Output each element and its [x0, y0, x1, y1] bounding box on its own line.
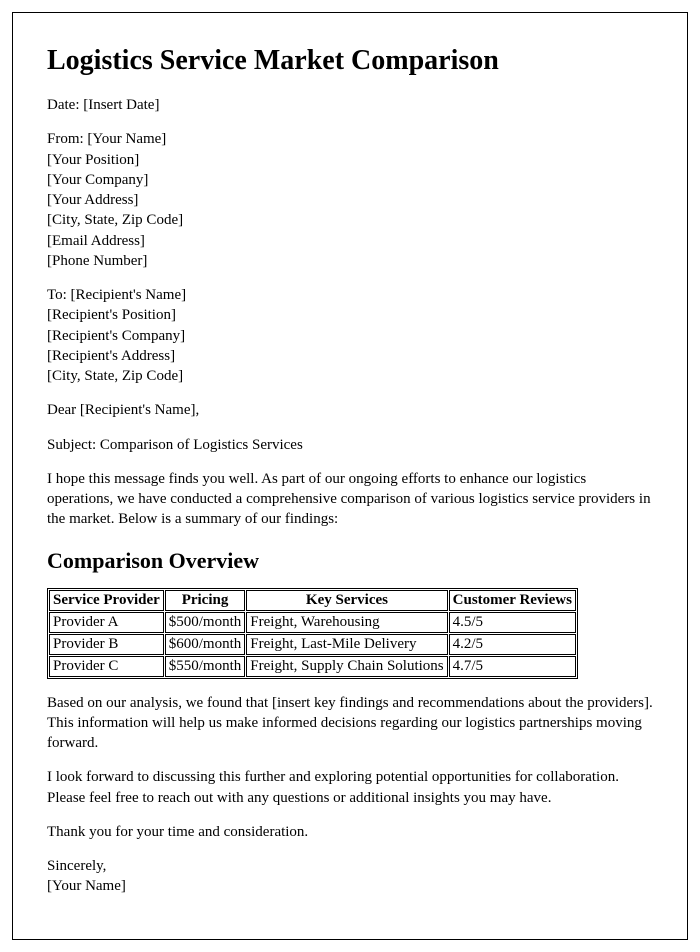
text-line: [Recipient's Company] [47, 326, 653, 346]
text-line: [Email Address] [47, 231, 653, 251]
text-line: [Phone Number] [47, 251, 653, 271]
table-header-cell: Key Services [246, 590, 447, 611]
text-line: [Your Name] [47, 876, 653, 896]
table-row: Provider A$500/monthFreight, Warehousing… [49, 612, 576, 633]
table-cell: $550/month [165, 656, 246, 677]
document-page: Logistics Service Market Comparison Date… [12, 12, 688, 940]
table-row: Provider B$600/monthFreight, Last-Mile D… [49, 634, 576, 655]
table-cell: Provider B [49, 634, 164, 655]
closing-paragraph: I look forward to discussing this furthe… [47, 767, 653, 808]
intro-paragraph: I hope this message finds you well. As p… [47, 469, 653, 530]
table-cell: 4.7/5 [449, 656, 576, 677]
table-cell: $600/month [165, 634, 246, 655]
salutation-line: Dear [Recipient's Name], [47, 400, 653, 420]
page-title: Logistics Service Market Comparison [47, 45, 653, 77]
table-header-cell: Pricing [165, 590, 246, 611]
text-line: From: [Your Name] [47, 129, 653, 149]
analysis-paragraph: Based on our analysis, we found that [in… [47, 693, 653, 754]
table-cell: $500/month [165, 612, 246, 633]
text-line: [City, State, Zip Code] [47, 366, 653, 386]
table-header-cell: Customer Reviews [449, 590, 576, 611]
text-line: Sincerely, [47, 856, 653, 876]
date-line: Date: [Insert Date] [47, 95, 653, 115]
table-cell: Freight, Supply Chain Solutions [246, 656, 447, 677]
table-cell: Freight, Last-Mile Delivery [246, 634, 447, 655]
comparison-table: Service ProviderPricingKey ServicesCusto… [47, 588, 578, 679]
text-line: To: [Recipient's Name] [47, 285, 653, 305]
table-row: Provider C$550/monthFreight, Supply Chai… [49, 656, 576, 677]
table-cell: 4.2/5 [449, 634, 576, 655]
text-line: [Your Address] [47, 190, 653, 210]
text-line: [Your Company] [47, 170, 653, 190]
from-block: From: [Your Name][Your Position][Your Co… [47, 129, 653, 271]
table-cell: 4.5/5 [449, 612, 576, 633]
subject-line: Subject: Comparison of Logistics Service… [47, 435, 653, 455]
thanks-line: Thank you for your time and consideratio… [47, 822, 653, 842]
table-cell: Provider A [49, 612, 164, 633]
text-line: [Recipient's Position] [47, 305, 653, 325]
table-header-cell: Service Provider [49, 590, 164, 611]
signoff-block: Sincerely,[Your Name] [47, 856, 653, 897]
table-cell: Freight, Warehousing [246, 612, 447, 633]
text-line: [City, State, Zip Code] [47, 210, 653, 230]
text-line: [Recipient's Address] [47, 346, 653, 366]
table-header-row: Service ProviderPricingKey ServicesCusto… [49, 590, 576, 611]
to-block: To: [Recipient's Name][Recipient's Posit… [47, 285, 653, 386]
table-cell: Provider C [49, 656, 164, 677]
text-line: [Your Position] [47, 150, 653, 170]
overview-heading: Comparison Overview [47, 548, 653, 574]
